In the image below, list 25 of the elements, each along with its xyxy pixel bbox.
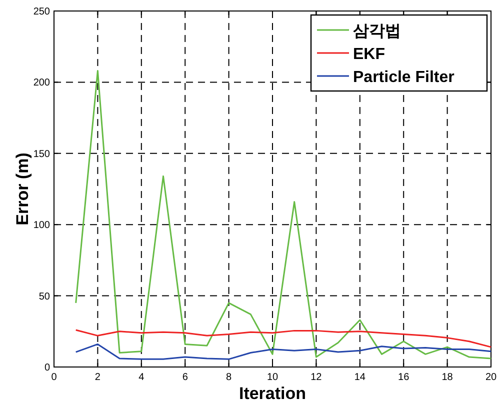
x-tick-label: 16 [398,372,410,383]
x-tick-label: 14 [354,372,366,383]
x-tick-label: 0 [51,372,58,383]
x-tick-label: 10 [266,372,278,383]
x-tick-label: 8 [226,372,232,383]
legend-label: 삼각법 [353,23,401,40]
legend-label: EKF [353,46,386,63]
y-tick-label: 150 [33,148,50,160]
y-tick-label: 200 [33,78,50,89]
x-tick-label: 12 [310,372,322,383]
x-tick-label: 18 [442,372,454,383]
legend-label: Particle Filter [353,69,454,86]
line-series [75,70,492,360]
y-tick-label: 50 [38,291,50,302]
x-tick-label: 2 [94,372,101,383]
x-tick-label: 4 [138,372,145,383]
y-tick-label: 250 [33,6,50,18]
y-tick-label: 100 [33,220,50,232]
line-series [75,343,492,360]
x-axis-title: Iteration [238,384,306,403]
x-tick-label: 6 [182,372,188,383]
y-tick-label: 0 [44,362,50,374]
x-tick-label: 20 [485,372,497,383]
y-axis-title: Error (m) [13,152,32,226]
line-series [75,329,492,348]
